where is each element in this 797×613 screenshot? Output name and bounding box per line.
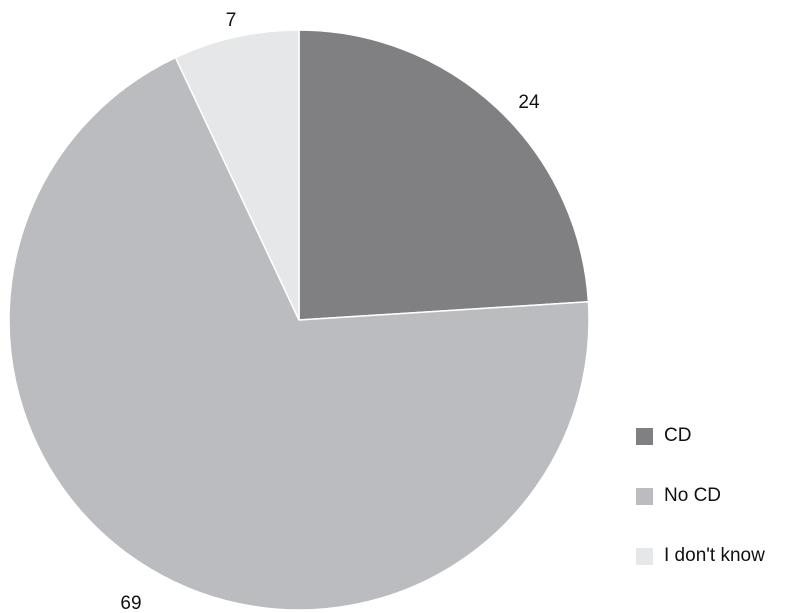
data-label-no-cd: 69 xyxy=(120,593,141,613)
pie-slice-no-cd xyxy=(8,56,590,611)
legend-label-cd: CD xyxy=(664,425,692,446)
legend-item-dont-know: I don't know xyxy=(636,544,796,568)
legend-swatch-no-cd xyxy=(636,487,653,505)
data-label-cd: 24 xyxy=(518,92,540,113)
pie-slices xyxy=(8,29,590,611)
legend-swatch-cd xyxy=(636,427,653,445)
pie-data-labels: 24 69 7 xyxy=(120,10,540,613)
data-label-dont-know: 7 xyxy=(226,10,237,31)
legend-swatch-dont-know xyxy=(636,547,653,565)
pie-slice-dont-know xyxy=(174,29,300,321)
legend-label-no-cd: No CD xyxy=(664,485,722,506)
pie-slice-cd xyxy=(298,29,590,321)
legend: CD No CD I don't know xyxy=(636,424,796,604)
legend-label-dont-know: I don't know xyxy=(664,545,765,566)
legend-item-cd: CD xyxy=(636,424,796,448)
legend-item-no-cd: No CD xyxy=(636,484,796,508)
